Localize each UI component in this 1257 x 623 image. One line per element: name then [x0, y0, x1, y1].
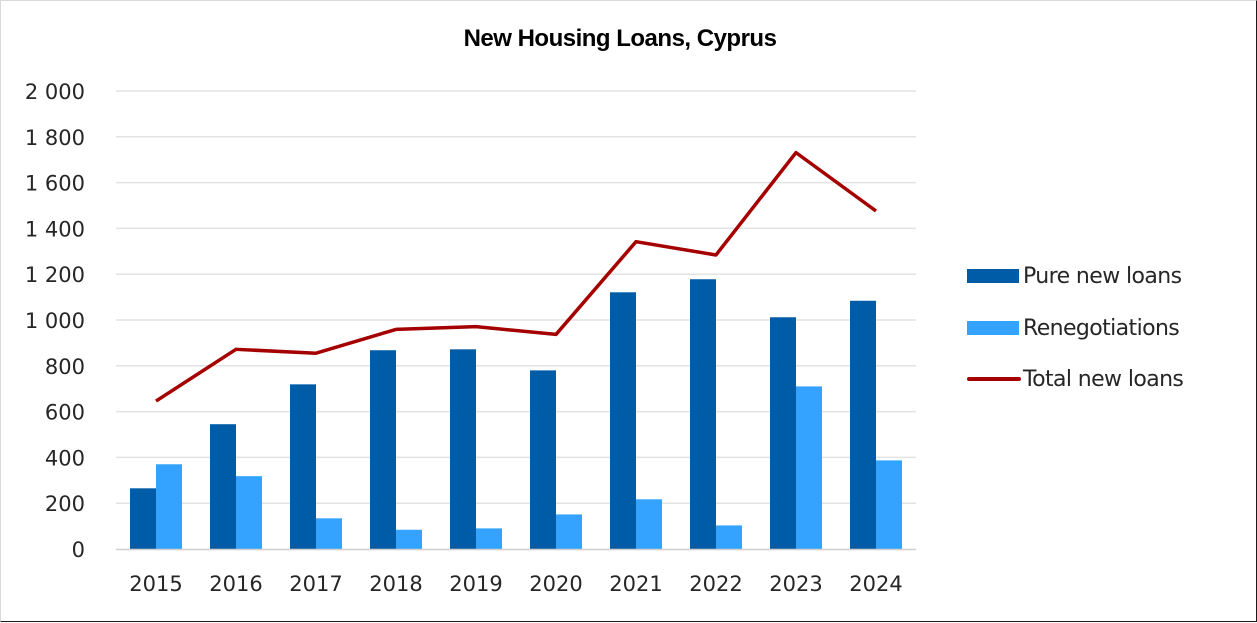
x-tick-label: 2023	[769, 572, 822, 596]
y-tick-label: 1 600	[25, 172, 85, 196]
bar-renegotiations	[476, 528, 502, 549]
legend-label: Renegotiations	[1023, 315, 1180, 341]
legend-item-total-new-loans: Total new loans	[967, 364, 1184, 394]
legend-swatch-renegotiations	[967, 321, 1019, 335]
y-tick-label: 200	[45, 492, 85, 516]
x-axis: 2015 2016 2017 2018 2019 2020 2021 2022 2023 2024	[129, 572, 902, 596]
bar-renegotiations	[796, 386, 822, 549]
chart-title: New Housing Loans, Cyprus	[463, 25, 777, 52]
y-tick-label: 0	[72, 538, 85, 562]
legend-label: Total new loans	[1023, 366, 1184, 392]
x-tick-label: 2024	[849, 572, 902, 596]
bar-pure-new-loans	[290, 384, 316, 549]
y-tick-label: 1 800	[25, 126, 85, 150]
bar-pure-new-loans	[130, 488, 156, 549]
bar-pure-new-loans	[210, 424, 236, 549]
y-tick-label: 400	[45, 446, 85, 470]
y-tick-label: 800	[45, 355, 85, 379]
bar-renegotiations	[636, 499, 662, 549]
bar-series	[130, 279, 902, 549]
y-tick-label: 2 000	[25, 80, 85, 104]
bar-pure-new-loans	[610, 292, 636, 549]
legend-item-renegotiations: Renegotiations	[967, 313, 1180, 343]
x-tick-label: 2021	[609, 572, 662, 596]
bar-pure-new-loans	[690, 279, 716, 549]
bar-renegotiations	[156, 464, 182, 549]
x-tick-label: 2019	[449, 572, 502, 596]
bar-renegotiations	[556, 514, 582, 549]
y-tick-label: 1 400	[25, 217, 85, 241]
bar-renegotiations	[716, 525, 742, 549]
bar-pure-new-loans	[530, 370, 556, 549]
x-tick-label: 2015	[129, 572, 182, 596]
y-tick-label: 1 200	[25, 263, 85, 287]
x-tick-label: 2017	[289, 572, 342, 596]
bar-renegotiations	[396, 529, 422, 549]
x-tick-label: 2020	[529, 572, 582, 596]
y-tick-label: 600	[45, 401, 85, 425]
bar-pure-new-loans	[850, 300, 876, 549]
legend-item-pure-new-loans: Pure new loans	[967, 261, 1182, 291]
bar-pure-new-loans	[370, 350, 396, 549]
bar-renegotiations	[316, 518, 342, 549]
x-tick-label: 2022	[689, 572, 742, 596]
x-tick-label: 2016	[209, 572, 262, 596]
legend-label: Pure new loans	[1023, 263, 1182, 289]
legend-swatch-pure-new-loans	[967, 269, 1019, 283]
legend-line-total-new-loans	[967, 377, 1021, 381]
bar-renegotiations	[236, 476, 262, 549]
y-tick-label: 1 000	[25, 309, 85, 333]
bar-pure-new-loans	[770, 317, 796, 549]
bar-renegotiations	[876, 460, 902, 549]
line-series-total-new-loans	[155, 150, 878, 403]
x-tick-label: 2018	[369, 572, 422, 596]
bar-pure-new-loans	[450, 349, 476, 549]
gridlines	[116, 90, 916, 504]
y-axis: 0 200 400 600 800 1 000 1 200 1 400 1 600 1 800 2 …	[25, 80, 85, 562]
